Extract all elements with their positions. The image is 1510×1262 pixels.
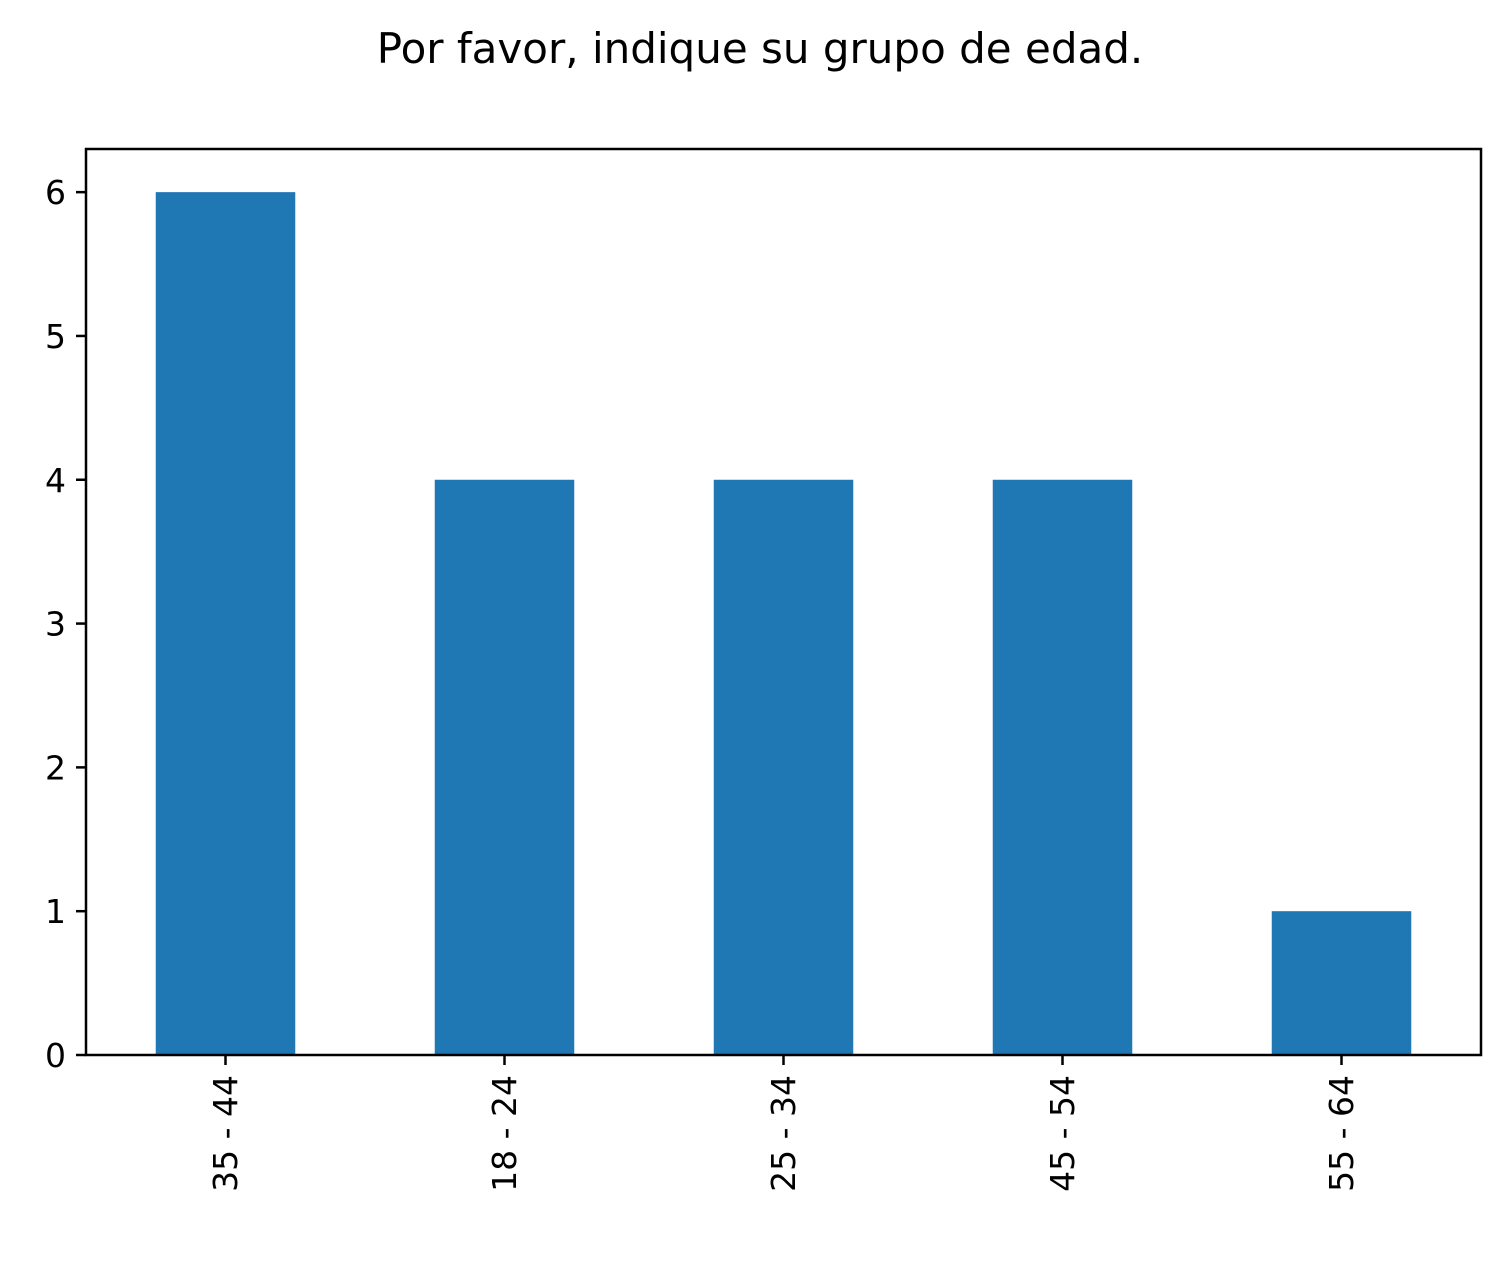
x-tick-label: 18 - 24: [485, 1075, 524, 1192]
y-tick-label: 4: [45, 461, 66, 500]
x-tick-label: 25 - 34: [764, 1075, 803, 1192]
bar-35-44: [155, 192, 296, 1056]
bar-25-34: [713, 479, 854, 1055]
y-tick-label: 1: [45, 892, 66, 931]
bar-45-54: [992, 479, 1133, 1055]
bars-layer: [155, 192, 1412, 1056]
bar-55-64: [1271, 911, 1412, 1055]
y-tick-label: 0: [45, 1036, 66, 1075]
y-tick-label: 3: [45, 605, 66, 644]
y-axis: 0 1 2 3 4 5 6: [45, 173, 86, 1075]
y-tick-label: 5: [45, 317, 66, 356]
y-tick-label: 2: [45, 748, 66, 787]
chart-title: Por favor, indique su grupo de edad.: [376, 24, 1144, 73]
y-tick-label: 6: [45, 173, 66, 212]
x-axis: 35 - 44 18 - 24 25 - 34 45 - 54 55 - 64: [206, 1055, 1361, 1192]
x-tick-label: 35 - 44: [206, 1075, 245, 1192]
x-tick-label: 45 - 54: [1043, 1075, 1082, 1192]
bar-18-24: [434, 479, 575, 1055]
x-tick-label: 55 - 64: [1322, 1075, 1361, 1192]
